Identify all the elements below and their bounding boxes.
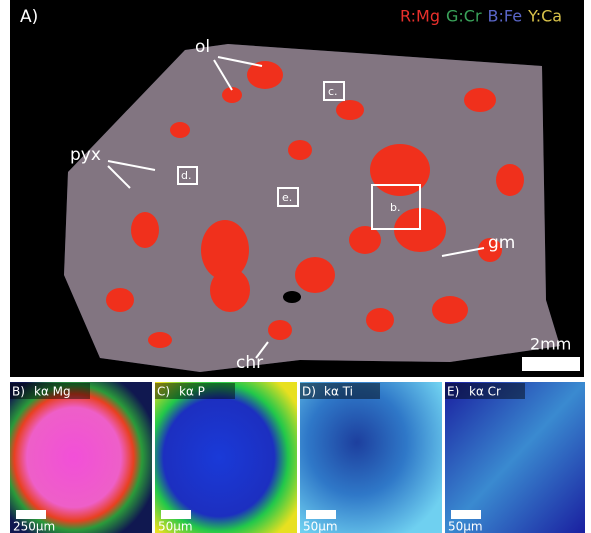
element-label: kα Cr xyxy=(469,385,501,399)
annotation: ol xyxy=(195,37,210,57)
annotation: gm xyxy=(488,233,515,253)
element-label: kα Mg xyxy=(34,385,71,399)
element-label: kα P xyxy=(179,385,205,399)
element-label: kα Ti xyxy=(324,385,353,399)
scale-bar xyxy=(451,510,481,519)
panel-label: A) xyxy=(20,7,38,27)
box-label: b. xyxy=(390,201,400,214)
legend-entry: R:Mg xyxy=(400,7,440,26)
scale-label: 250μm xyxy=(13,520,55,533)
panel-label: D) xyxy=(302,385,316,399)
scale-label: 2mm xyxy=(530,335,571,354)
box-label: e. xyxy=(282,191,292,204)
scale-bar xyxy=(161,510,191,519)
box-label: d. xyxy=(181,169,191,182)
scale-label: 50μm xyxy=(158,520,193,533)
panel-label: E) xyxy=(447,385,459,399)
scale-bar xyxy=(522,357,580,371)
panel-label: C) xyxy=(157,385,170,399)
scale-label: 50μm xyxy=(448,520,483,533)
legend-entry: G:Cr xyxy=(446,7,482,26)
annotation: pyx xyxy=(70,145,101,165)
panel-label: B) xyxy=(12,385,25,399)
scale-bar xyxy=(16,510,46,519)
scale-label: 50μm xyxy=(303,520,338,533)
legend-entry: B:Fe xyxy=(488,7,523,26)
figure: A) R:MgG:CrB:FeY:Ca ol pyx gm chr c. d. … xyxy=(0,0,591,533)
box-label: c. xyxy=(328,85,338,98)
scale-bar xyxy=(306,510,336,519)
legend-entry: Y:Ca xyxy=(527,7,562,26)
annotation: chr xyxy=(236,353,263,373)
